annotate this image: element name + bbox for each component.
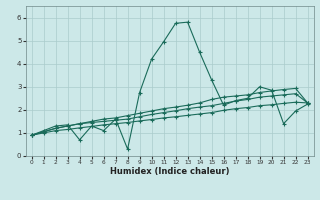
X-axis label: Humidex (Indice chaleur): Humidex (Indice chaleur): [110, 167, 229, 176]
